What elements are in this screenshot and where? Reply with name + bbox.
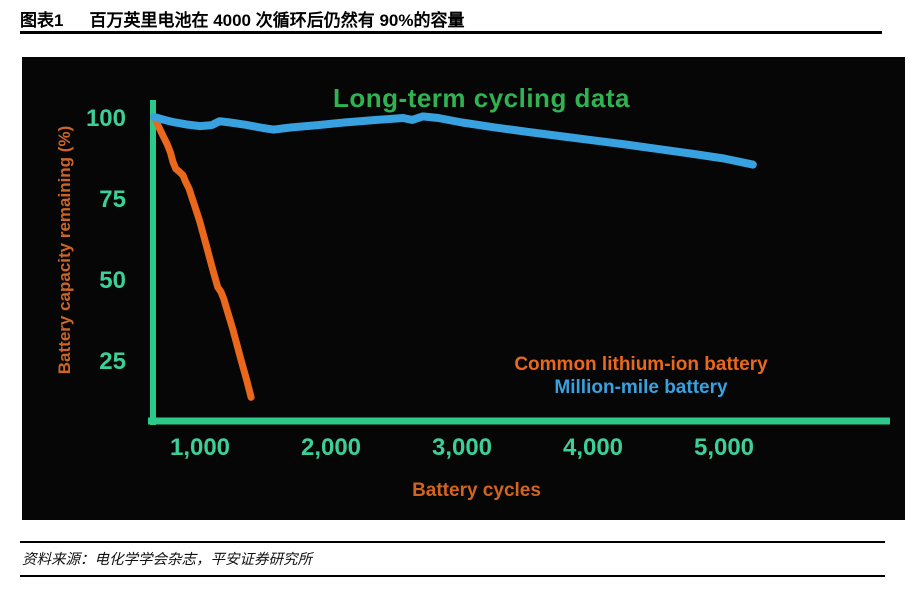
source-row: 资料来源：电化学学会杂志，平安证券研究所 [20,541,885,577]
figure-label: 图表1 [20,11,64,30]
y-tick-label-100: 100 [86,105,126,132]
x-tick-label-4000: 4,000 [563,434,623,461]
y-tick-label-25: 25 [99,348,126,375]
x-tick-label-1000: 1,000 [170,434,230,461]
figure-title: 百万英里电池在 4000 次循环后仍然有 90%的容量 [89,11,465,30]
x-tick-label-2000: 2,000 [301,434,361,461]
source-text: 资料来源：电化学学会杂志，平安证券研究所 [22,552,312,568]
chart-svg: 25 50 75 100 1,000 2,000 3,000 4,000 5,000 [86,100,890,461]
chart-legend: Common lithium-ion battery Million-mile … [491,353,791,399]
x-axis-title: Battery cycles [412,480,541,501]
series-line-common-lithium-ion-battery [150,113,255,401]
legend-item-million-mile-battery: Million-mile battery [554,377,728,398]
y-tick-label-75: 75 [99,186,126,213]
chart-title: Long-term cycling data [332,83,631,113]
series-line-million-mile-battery [150,112,757,169]
x-tick-label-3000: 3,000 [432,434,492,461]
title-underline [20,31,882,34]
legend-item-common-lithium-ion-battery: Common lithium-ion battery [514,354,768,375]
y-tick-label-50: 50 [99,267,126,294]
figure-header: 图表1 百万英里电池在 4000 次循环后仍然有 90%的容量 [20,6,464,31]
chart-panel: Long-term cycling data Battery capacity … [22,57,905,520]
x-tick-label-5000: 5,000 [694,434,754,461]
